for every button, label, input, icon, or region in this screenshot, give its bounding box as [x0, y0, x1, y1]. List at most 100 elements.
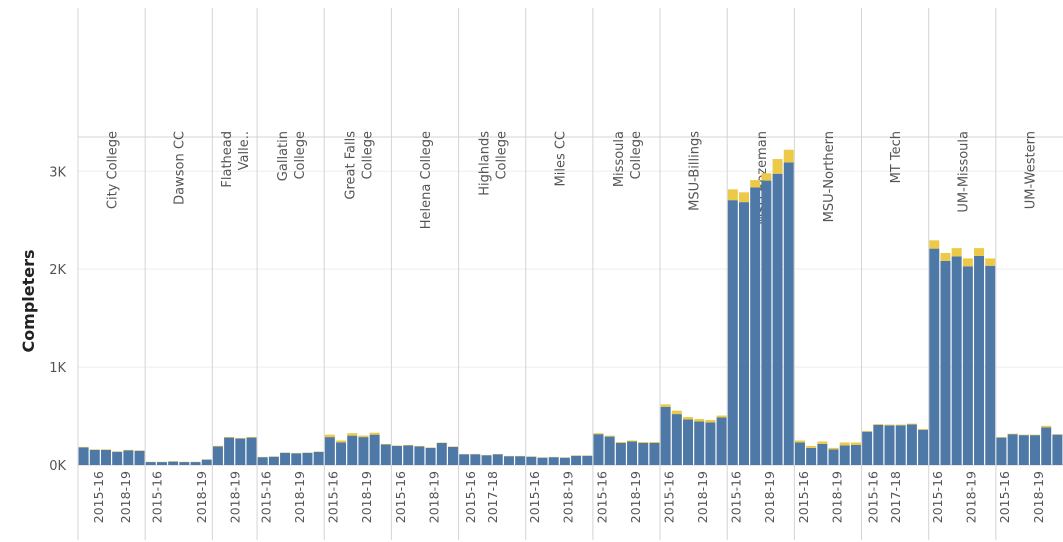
bar-completers — [985, 265, 996, 465]
bar-completers — [705, 422, 716, 465]
bar-completers — [615, 442, 626, 465]
x-tick-label: 2018-19 — [964, 471, 979, 523]
y-tick-label: 3K — [49, 165, 66, 180]
bar-completers — [750, 187, 761, 465]
bar-completers — [649, 442, 660, 465]
bar-completers — [156, 462, 167, 465]
bar-completers — [559, 457, 570, 465]
bar-completers-top — [727, 189, 738, 201]
x-tick-label: 2015-16 — [393, 471, 408, 523]
bar-completers — [884, 425, 895, 465]
bar-completers — [291, 453, 302, 465]
x-tick-label: 2018-19 — [118, 471, 133, 523]
x-tick-label: 2015-16 — [91, 471, 106, 523]
panel-header: College — [495, 131, 510, 180]
bar-completers-top — [940, 253, 951, 261]
y-tick-label: 1K — [49, 361, 66, 376]
bar-completers — [582, 455, 593, 465]
bar-completers-top — [593, 433, 604, 435]
bar-completers-top — [806, 445, 817, 448]
bar-completers — [683, 419, 694, 465]
x-tick-label: 2015-16 — [258, 471, 273, 523]
x-tick-label: 2015-16 — [527, 471, 542, 523]
bar-completers-top — [828, 447, 839, 450]
bar-completers — [548, 457, 559, 465]
bar-completers-top — [705, 419, 716, 423]
x-tick-label: 2018-19 — [228, 471, 243, 523]
bar-completers — [817, 443, 828, 465]
bar-completers-top — [660, 404, 671, 407]
panel-header: Dawson CC — [173, 131, 188, 205]
bar-completers — [515, 456, 526, 465]
bar-completers — [347, 435, 358, 465]
bar-completers — [459, 454, 470, 465]
bar-completers — [772, 173, 783, 465]
x-tick-label: 2015-16 — [463, 471, 478, 523]
bar-completers — [302, 452, 313, 465]
bar-completers-top — [962, 258, 973, 267]
bar-completers-top — [604, 435, 615, 437]
bar-completers — [1030, 435, 1041, 465]
bar-completers-top — [649, 441, 660, 443]
x-tick-label: 2015-16 — [594, 471, 609, 523]
bar-completers — [738, 202, 749, 465]
bar-completers — [268, 456, 279, 465]
bar-completers — [324, 437, 335, 465]
panel-header: MSU-Northern — [822, 131, 837, 222]
bar-completers — [257, 457, 268, 465]
panel-header: Flathead — [220, 131, 235, 188]
bar-completers — [716, 417, 727, 465]
bar-completers — [761, 180, 772, 466]
panel-header: Gallatin — [276, 131, 291, 181]
x-tick-label: 2018-19 — [695, 471, 710, 523]
panel-header: Missoula — [612, 131, 627, 187]
bar-completers — [403, 445, 414, 465]
bar-completers-top — [212, 445, 223, 447]
bar-completers — [727, 200, 738, 466]
bar-completers — [940, 260, 951, 465]
x-tick-label: 2015-16 — [661, 471, 676, 523]
bar-completers-top — [671, 410, 682, 415]
x-tick-label: 2018-19 — [426, 471, 441, 523]
bar-completers — [179, 462, 190, 465]
bar-completers-top — [783, 149, 794, 163]
bar-completers — [1018, 435, 1029, 465]
bar-completers-top — [772, 159, 783, 174]
bar-completers — [638, 442, 649, 465]
bar-completers-top — [1041, 425, 1052, 428]
bar-completers-top — [358, 435, 369, 438]
bar-completers — [604, 436, 615, 465]
bar-completers — [112, 451, 123, 465]
x-tick-label: 2015-16 — [149, 471, 164, 523]
bar-completers — [246, 437, 257, 465]
bar-completers — [380, 444, 391, 465]
bar-completers-top — [985, 258, 996, 266]
x-tick-label: 2018-19 — [194, 471, 209, 523]
bar-completers-top — [850, 442, 861, 445]
x-tick-label: 2018-19 — [1031, 471, 1046, 523]
bar-completers — [1052, 434, 1063, 465]
bar-completers — [839, 445, 850, 465]
bar-completers — [895, 425, 906, 465]
x-tick-label: 2018-19 — [829, 471, 844, 523]
bar-completers — [783, 162, 794, 465]
bar-completers — [313, 451, 324, 465]
bar-completers-top — [224, 436, 235, 438]
bar-completers-top — [738, 192, 749, 203]
bar-completers-top — [369, 432, 380, 435]
bar-completers — [392, 445, 403, 465]
bar-completers-top — [794, 440, 805, 443]
bar-completers-top — [246, 436, 257, 438]
bar-completers-top — [873, 424, 884, 425]
x-tick-label: 2015-16 — [930, 471, 945, 523]
x-tick-label: 2018-19 — [561, 471, 576, 523]
bar-completers-top — [884, 424, 895, 426]
bar-completers — [358, 437, 369, 465]
bar-completers — [694, 421, 705, 465]
bar-completers — [425, 447, 436, 465]
bar-completers — [794, 442, 805, 465]
bar-completers-top — [750, 180, 761, 188]
bar-completers — [235, 438, 246, 465]
